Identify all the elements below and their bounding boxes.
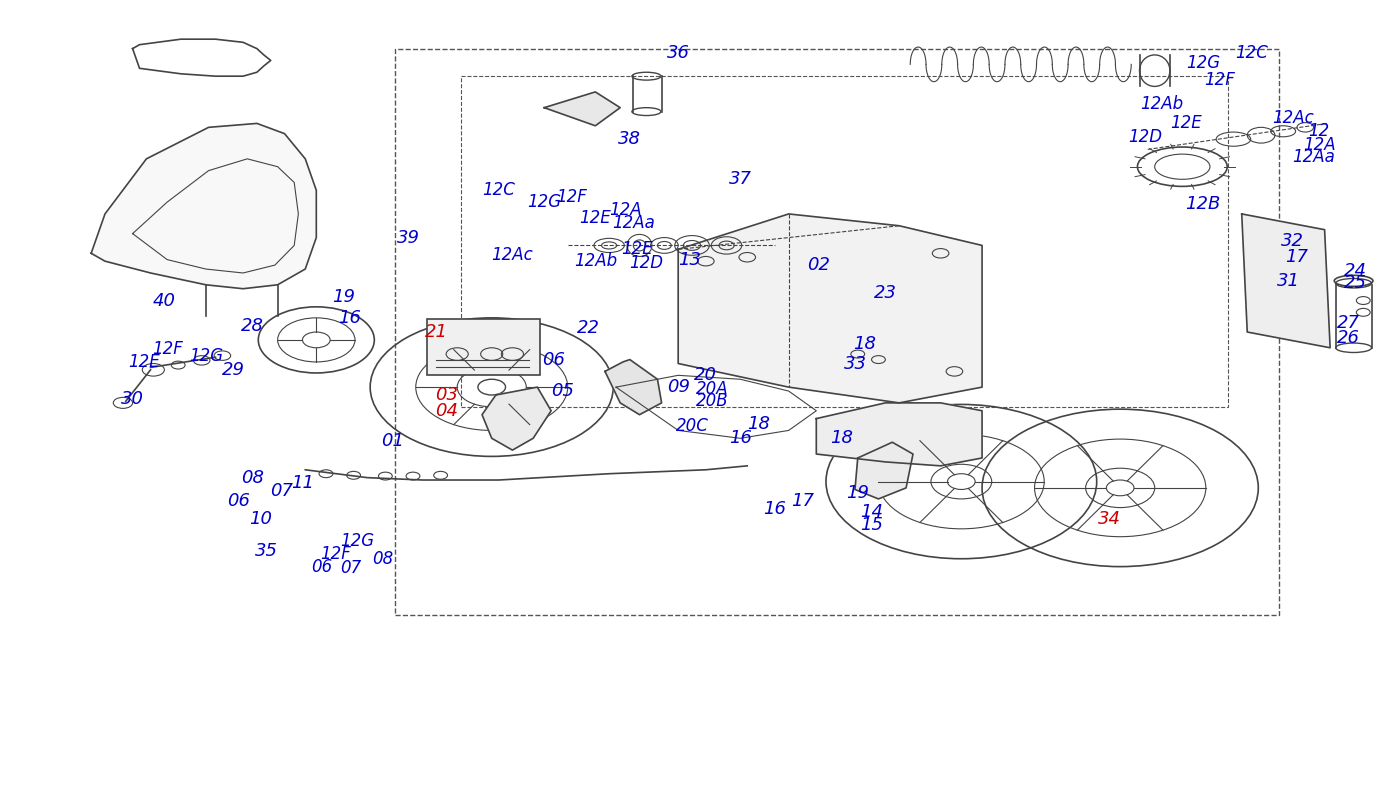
Text: 12F: 12F [1204,71,1235,89]
Text: 15: 15 [859,516,883,534]
Text: 20B: 20B [696,392,729,409]
Polygon shape [91,123,317,288]
Text: 08: 08 [241,468,264,487]
Text: 18: 18 [747,415,770,433]
Text: 35: 35 [255,542,278,560]
Text: 18: 18 [829,429,853,447]
Text: 06: 06 [311,558,332,576]
Text: 12Ac: 12Ac [491,246,533,264]
Text: 17: 17 [1286,248,1308,266]
Text: 07: 07 [340,559,361,577]
Text: 12A: 12A [609,201,642,219]
Text: 03: 03 [435,386,458,404]
Text: 02: 02 [808,256,830,274]
Text: 23: 23 [873,284,897,302]
Polygon shape [678,214,983,403]
Text: 12F: 12F [152,340,183,359]
Text: 12Ac: 12Ac [1272,109,1313,127]
Text: 16: 16 [764,500,786,518]
Text: 40: 40 [152,292,176,310]
Text: 12F: 12F [556,187,587,205]
Text: 19: 19 [846,484,869,502]
Text: 38: 38 [619,130,641,149]
Text: 13: 13 [678,250,700,269]
Text: 05: 05 [551,382,573,400]
Text: 06: 06 [227,492,251,510]
Text: 26: 26 [1337,329,1359,348]
Text: 12D: 12D [630,254,663,272]
Text: 09: 09 [667,378,689,396]
Text: 29: 29 [221,361,245,379]
Text: 28: 28 [241,317,264,335]
Text: 33: 33 [843,355,866,373]
Text: 12G: 12G [340,532,375,550]
Text: 14: 14 [859,502,883,521]
Text: 20C: 20C [675,417,709,435]
Text: 27: 27 [1337,314,1359,332]
Text: 12C: 12C [1235,43,1268,62]
Text: 30: 30 [122,390,144,408]
Polygon shape [855,442,913,499]
Text: 16: 16 [338,309,361,327]
Text: 32: 32 [1282,232,1304,250]
Text: 17: 17 [792,492,814,510]
Text: 24: 24 [1344,261,1366,280]
Text: 06: 06 [543,351,566,369]
Text: 39: 39 [397,228,421,246]
Text: 12E: 12E [127,353,159,371]
Text: 12A: 12A [1302,136,1336,154]
Text: 12E: 12E [580,209,612,227]
Text: 12Aa: 12Aa [613,214,656,232]
Polygon shape [544,92,620,126]
Bar [426,318,540,375]
Text: 12Ab: 12Ab [1140,95,1183,113]
Text: 12G: 12G [1186,54,1221,72]
Text: 12C: 12C [482,182,515,199]
Polygon shape [1241,214,1330,348]
Text: 12Ab: 12Ab [574,252,617,270]
Text: 11: 11 [291,474,314,492]
Text: 18: 18 [853,335,876,353]
Text: 12Aa: 12Aa [1293,149,1336,166]
Text: 22: 22 [577,319,599,337]
Text: 25: 25 [1344,274,1366,292]
Text: 01: 01 [381,431,404,450]
Text: 12F: 12F [320,545,352,563]
Text: 37: 37 [729,170,752,187]
Polygon shape [482,387,551,450]
Text: 07: 07 [270,482,293,500]
Text: 12E: 12E [1171,115,1203,133]
Text: 31: 31 [1277,272,1300,290]
Text: 12G: 12G [527,193,562,211]
Text: 12: 12 [1308,122,1330,141]
Text: 20: 20 [695,367,717,384]
Text: 12E: 12E [621,240,653,258]
Text: 19: 19 [332,288,356,306]
Text: 12G: 12G [188,347,223,365]
Polygon shape [605,359,662,415]
Text: 21: 21 [425,323,448,341]
Text: 16: 16 [729,429,752,447]
Text: 12D: 12D [1128,128,1163,146]
Text: 20A: 20A [696,380,729,397]
Text: 12B: 12B [1185,195,1221,213]
Text: 34: 34 [1098,510,1121,529]
Text: 36: 36 [667,43,689,62]
Text: 04: 04 [435,402,458,419]
Text: 10: 10 [249,510,273,529]
Text: 08: 08 [372,550,393,568]
Polygon shape [817,403,983,466]
